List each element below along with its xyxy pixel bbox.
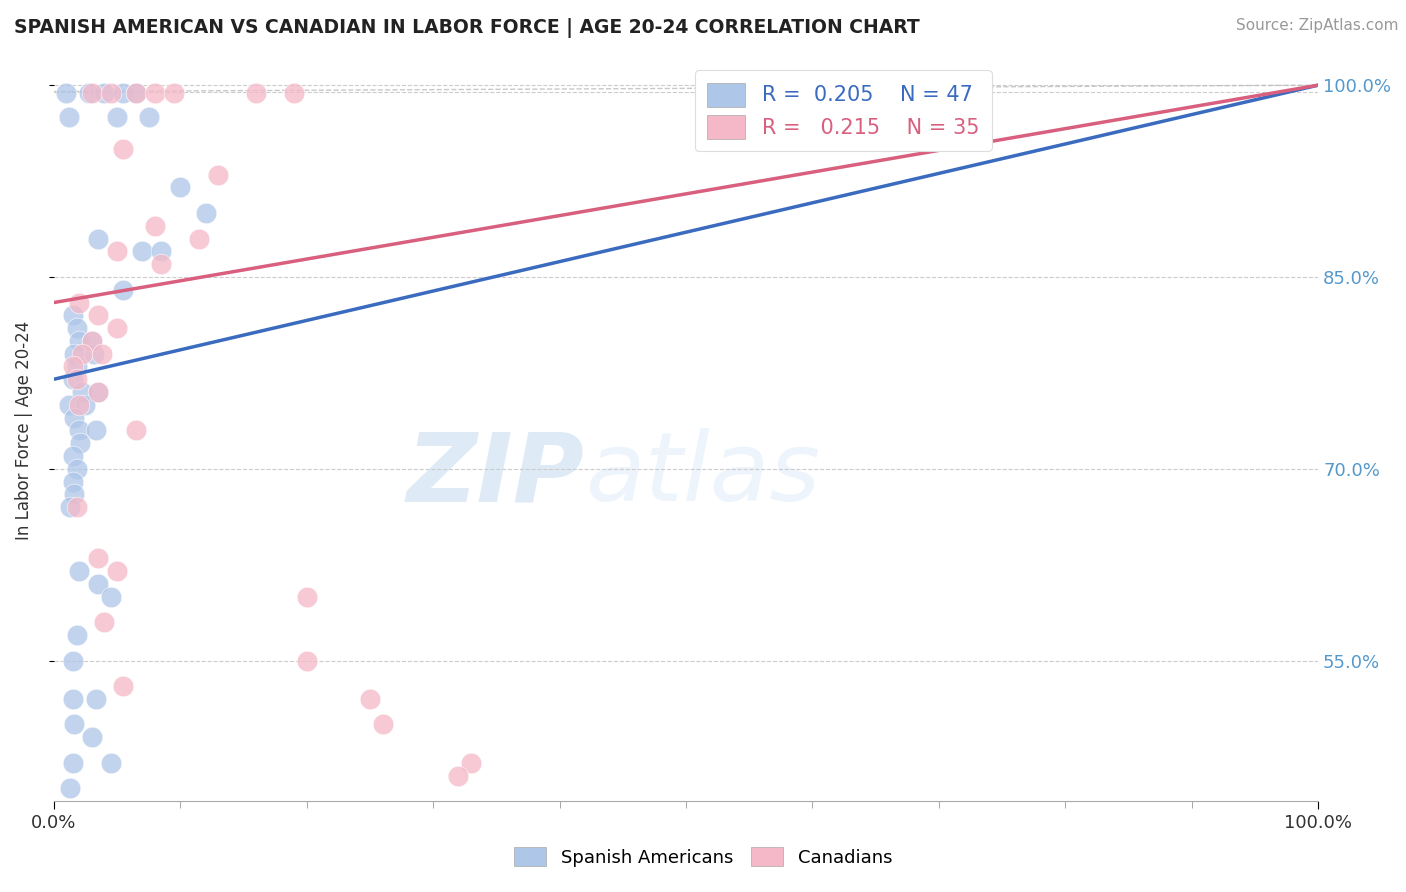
Point <box>112 142 135 156</box>
Point <box>87 385 110 400</box>
Point <box>93 86 115 100</box>
Text: Source: ZipAtlas.com: Source: ZipAtlas.com <box>1236 18 1399 33</box>
Point <box>58 398 80 412</box>
Point <box>62 756 84 770</box>
Point <box>112 86 135 100</box>
Point <box>80 334 103 348</box>
Point <box>67 424 90 438</box>
Point <box>138 110 160 124</box>
Point <box>83 347 105 361</box>
Text: SPANISH AMERICAN VS CANADIAN IN LABOR FORCE | AGE 20-24 CORRELATION CHART: SPANISH AMERICAN VS CANADIAN IN LABOR FO… <box>14 18 920 37</box>
Point <box>67 564 90 578</box>
Point <box>460 756 482 770</box>
Point <box>70 347 93 361</box>
Point <box>105 321 128 335</box>
Point <box>62 654 84 668</box>
Point <box>125 424 148 438</box>
Point <box>63 347 86 361</box>
Point <box>67 334 90 348</box>
Point <box>65 462 87 476</box>
Point <box>58 110 80 124</box>
Point <box>63 410 86 425</box>
Point <box>143 86 166 100</box>
Point <box>447 769 470 783</box>
Point <box>59 500 82 515</box>
Point <box>188 231 211 245</box>
Point <box>131 244 153 259</box>
Point <box>283 86 305 100</box>
Point <box>75 398 97 412</box>
Text: atlas: atlas <box>585 428 820 522</box>
Point <box>105 110 128 124</box>
Point <box>87 231 110 245</box>
Point <box>194 206 217 220</box>
Legend: R =  0.205    N = 47, R =   0.215    N = 35: R = 0.205 N = 47, R = 0.215 N = 35 <box>695 70 991 152</box>
Point <box>100 86 122 100</box>
Point <box>87 577 110 591</box>
Point <box>105 244 128 259</box>
Point <box>163 86 186 100</box>
Point <box>245 86 267 100</box>
Point <box>67 295 90 310</box>
Point <box>143 219 166 233</box>
Point <box>371 717 394 731</box>
Point <box>63 487 86 501</box>
Point <box>207 168 229 182</box>
Point <box>62 475 84 489</box>
Point <box>59 781 82 796</box>
Point <box>77 86 100 100</box>
Point <box>62 692 84 706</box>
Point <box>70 385 93 400</box>
Point <box>69 436 91 450</box>
Point <box>359 692 381 706</box>
Point <box>84 692 107 706</box>
Point <box>84 424 107 438</box>
Point <box>65 628 87 642</box>
Point <box>87 309 110 323</box>
Y-axis label: In Labor Force | Age 20-24: In Labor Force | Age 20-24 <box>15 321 32 540</box>
Point <box>125 86 148 100</box>
Point <box>90 347 112 361</box>
Point <box>65 372 87 386</box>
Point <box>295 590 318 604</box>
Point <box>80 731 103 745</box>
Point <box>295 654 318 668</box>
Point <box>150 257 173 271</box>
Point <box>65 321 87 335</box>
Point <box>87 551 110 566</box>
Point <box>100 590 122 604</box>
Point <box>100 756 122 770</box>
Point <box>125 86 148 100</box>
Point <box>65 359 87 374</box>
Point <box>169 180 191 194</box>
Point <box>112 679 135 693</box>
Point <box>62 449 84 463</box>
Point <box>150 244 173 259</box>
Legend: Spanish Americans, Canadians: Spanish Americans, Canadians <box>506 840 900 874</box>
Point <box>62 309 84 323</box>
Point <box>62 359 84 374</box>
Point <box>80 86 103 100</box>
Point <box>55 86 77 100</box>
Point <box>93 615 115 630</box>
Point <box>105 564 128 578</box>
Point <box>62 372 84 386</box>
Point <box>80 334 103 348</box>
Text: ZIP: ZIP <box>406 428 585 522</box>
Point <box>87 385 110 400</box>
Point <box>67 398 90 412</box>
Point <box>63 717 86 731</box>
Point <box>112 283 135 297</box>
Point <box>65 500 87 515</box>
